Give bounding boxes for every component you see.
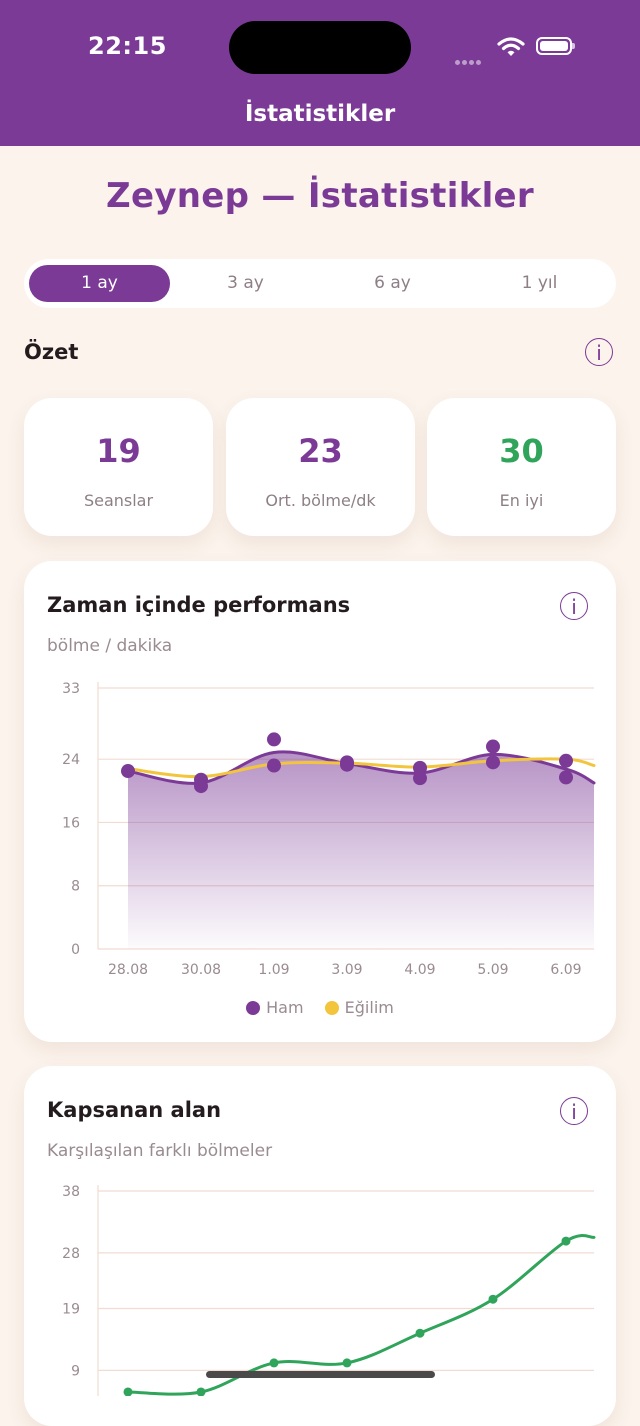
y-tick-label: 9 [71, 1363, 80, 1379]
y-tick-label: 38 [62, 1184, 80, 1200]
x-tick-label: 30.08 [181, 962, 221, 978]
cellular-signal-icon [455, 50, 483, 69]
tab-6-months[interactable]: 6 ay [374, 273, 411, 293]
data-point [194, 779, 208, 794]
x-tick-label: 3.09 [331, 962, 362, 978]
data-point [196, 1387, 206, 1396]
y-tick-label: 28 [62, 1246, 80, 1262]
data-point [559, 753, 573, 768]
stat-label-sessions: Seanslar [83, 491, 154, 510]
data-point [340, 757, 354, 772]
performance-card: Zaman içinde performans i bölme / dakika… [24, 561, 616, 1042]
series-line-main [126, 1234, 596, 1396]
data-point [488, 1294, 498, 1304]
performance-info-icon[interactable]: i [560, 592, 588, 620]
legend-dot-raw [246, 1001, 261, 1015]
stat-value-average: 23 [298, 432, 343, 470]
data-point [267, 732, 281, 747]
data-point [486, 739, 500, 754]
data-point [267, 758, 281, 773]
stat-label-average: Ort. bölme/dk [265, 491, 376, 510]
performance-subtitle: bölme / dakika [47, 636, 173, 656]
status-time: 22:15 [88, 32, 167, 60]
battery-icon [536, 37, 575, 55]
data-point [413, 771, 427, 786]
page-title: Zeynep — İstatistikler [106, 176, 534, 216]
data-point [486, 755, 500, 770]
legend-label-trend: Eğilim [344, 998, 394, 1017]
dynamic-island [229, 21, 411, 74]
coverage-chart: 9 19 28 38 [62, 1184, 596, 1396]
x-tick-label: 5.09 [477, 962, 508, 978]
y-tick-label: 16 [62, 815, 80, 831]
stat-card-best: 30 En iyi [427, 398, 616, 536]
stat-value-sessions: 19 [96, 432, 141, 470]
legend-item-trend: Eğilim [324, 998, 394, 1017]
summary-title: Özet [24, 340, 79, 364]
data-point [269, 1358, 279, 1368]
stat-card-sessions: 19 Seanslar [24, 398, 213, 536]
performance-chart: 0 8 16 24 33 28.08 30.08 1.09 3.09 4.09 5.09 6.09 [62, 681, 596, 978]
coverage-card: Kapsanan alan i Karşılaşılan farklı bölm… [24, 1066, 616, 1426]
legend-item-raw: Ham [246, 998, 304, 1017]
status-bar: 22:15 [0, 0, 640, 90]
data-point [559, 770, 573, 785]
stat-label-best: En iyi [499, 491, 544, 510]
data-point [121, 764, 135, 779]
wifi-icon [497, 37, 525, 56]
home-indicator [206, 1371, 435, 1378]
data-point [342, 1358, 352, 1368]
tab-1-year[interactable]: 1 yıl [521, 273, 558, 293]
x-tick-label: 4.09 [404, 962, 435, 978]
data-point [561, 1236, 571, 1246]
x-tick-label: 6.09 [550, 962, 581, 978]
stat-card-average: 23 Ort. bölme/dk [226, 398, 415, 536]
coverage-info-icon[interactable]: i [560, 1097, 588, 1125]
data-point [123, 1387, 133, 1396]
legend-label-raw: Ham [266, 998, 304, 1017]
performance-legend: Ham Eğilim [24, 998, 616, 1017]
series-area [128, 751, 594, 949]
y-tick-label: 19 [62, 1302, 80, 1318]
x-tick-label: 28.08 [108, 962, 148, 978]
nav-title: İstatistikler [244, 101, 396, 127]
y-tick-label: 24 [62, 752, 80, 768]
nav-bar: İstatistikler [0, 90, 640, 146]
y-tick-label: 8 [71, 879, 80, 895]
tab-1-month[interactable]: 1 ay [29, 265, 170, 302]
performance-title: Zaman içinde performans [47, 593, 351, 617]
data-point [413, 760, 427, 775]
legend-dot-trend [324, 1001, 339, 1015]
tab-3-months[interactable]: 3 ay [227, 273, 264, 293]
stat-value-best: 30 [499, 432, 544, 470]
x-tick-label: 1.09 [258, 962, 289, 978]
summary-info-icon[interactable]: i [585, 338, 613, 366]
coverage-title: Kapsanan alan [47, 1098, 222, 1122]
range-selector: 1 ay 3 ay 6 ay 1 yıl [24, 259, 616, 308]
data-point [415, 1328, 425, 1338]
y-tick-label: 33 [62, 681, 80, 697]
coverage-subtitle: Karşılaşılan farklı bölmeler [47, 1141, 273, 1161]
y-tick-label: 0 [71, 942, 80, 958]
